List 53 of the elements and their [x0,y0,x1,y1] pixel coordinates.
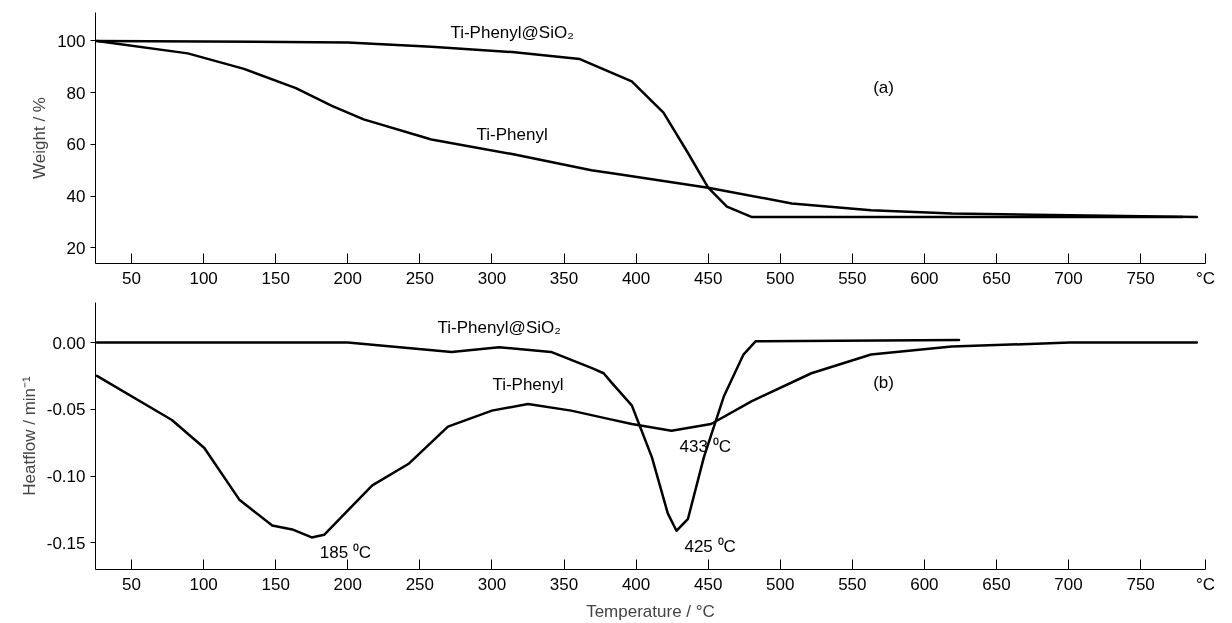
y-axis-title: Heatflow / min⁻¹ [19,375,39,496]
x-tick-label: 500 [766,268,795,288]
x-tick-label: 450 [693,268,723,288]
y-tick-label: -0.10 [46,467,86,487]
x-tick-label: 150 [261,574,290,594]
x-tick-label: 550 [838,268,867,288]
x-tick-label: 700 [1054,574,1083,594]
x-tick-label: 200 [333,268,362,288]
series-label: Ti-Phenyl [476,125,548,145]
x-tick-label: 100 [189,574,218,594]
x-tick-label: 150 [261,268,290,288]
x-tick-label: 300 [477,268,507,288]
x-tick-label: 650 [982,268,1011,288]
x-tick-label: °C [1195,574,1216,594]
annotation: (b) [873,373,894,393]
x-tick-label: 400 [621,574,651,594]
y-tick-label: -0.15 [46,533,86,553]
y-tick-label: 100 [57,31,86,51]
x-tick-label: 350 [549,268,579,288]
annotation: 433 ⁰C [679,436,731,456]
x-tick-label: 500 [766,574,795,594]
y-tick-label: 40 [66,187,86,207]
x-tick-label: 400 [621,268,651,288]
series-label: Ti-Phenyl@SiO₂ [437,318,561,338]
annotation: 425 ⁰C [684,536,736,556]
x-tick-label: 450 [693,574,723,594]
y-tick-label: 20 [66,238,86,258]
annotation: 185 ⁰C [319,543,372,563]
x-tick-label: 600 [910,574,939,594]
y-tick-label: 0.00 [52,333,86,353]
y-tick-label: 80 [66,83,86,103]
series-label: Ti-Phenyl@SiO₂ [450,23,574,43]
series-label: Ti-Phenyl [492,374,564,394]
x-tick-label: 700 [1054,268,1083,288]
x-tick-label: 50 [122,268,142,288]
x-tick-label: 300 [477,574,507,594]
x-tick-label: 250 [405,574,435,594]
x-tick-label: 750 [1126,574,1155,594]
x-tick-label: 600 [910,268,939,288]
x-tick-label: 550 [838,574,867,594]
x-tick-label: °C [1195,268,1216,288]
x-tick-label: 100 [189,268,218,288]
y-tick-label: -0.05 [46,400,86,420]
x-tick-label: 250 [405,268,435,288]
x-tick-label: 650 [982,574,1011,594]
y-tick-label: 60 [66,135,86,155]
x-tick-label: 50 [122,574,142,594]
annotation: (a) [873,78,894,98]
x-tick-label: 350 [549,574,579,594]
x-axis-title: Temperature / °C [586,601,715,621]
x-tick-label: 200 [333,574,362,594]
x-tick-label: 750 [1126,268,1155,288]
y-axis-title: Weight / % [30,97,50,179]
